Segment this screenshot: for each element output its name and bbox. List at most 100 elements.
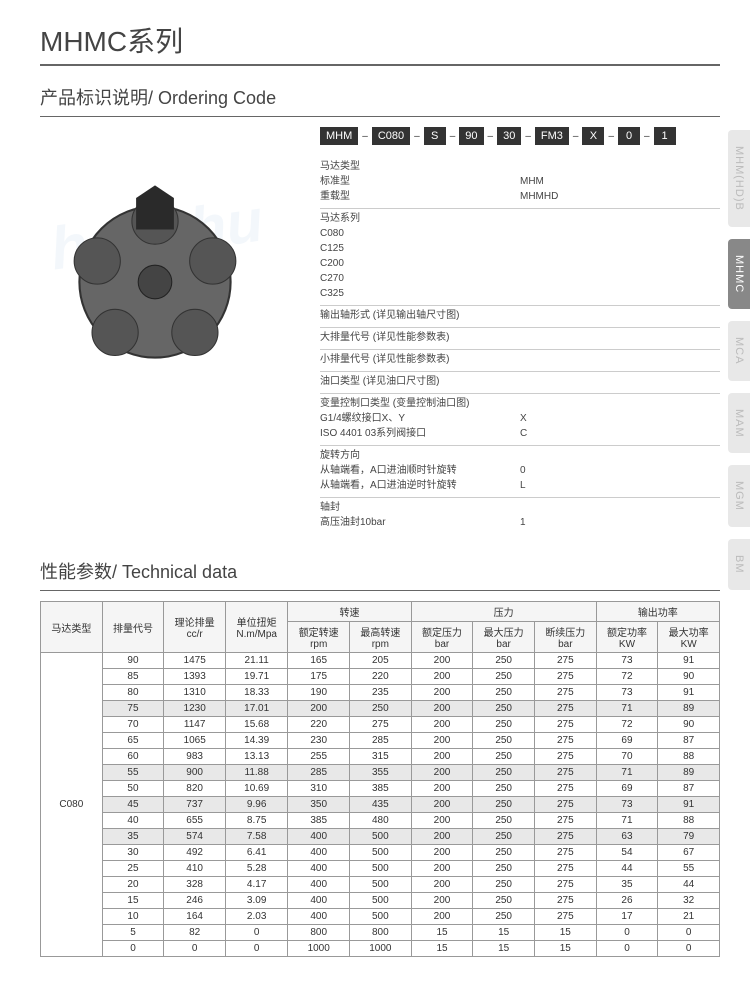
table-cell: 200 (411, 653, 473, 669)
table-cell: 0 (102, 941, 164, 957)
code-box-2: S (424, 127, 446, 145)
table-cell: 500 (350, 861, 412, 877)
table-cell: 385 (288, 813, 350, 829)
code-desc-title: 马达系列 (320, 211, 720, 226)
table-cell: 90 (658, 717, 720, 733)
code-desc-row: 重载型MHMHD (320, 189, 720, 204)
table-cell: 200 (411, 877, 473, 893)
table-cell: 73 (596, 797, 658, 813)
table-cell: 70 (102, 717, 164, 733)
table-cell: 275 (534, 733, 596, 749)
table-cell: 8.75 (225, 813, 287, 829)
table-subheader: 最高转速rpm (350, 622, 412, 653)
table-row: 6098313.132553152002502757088 (41, 749, 720, 765)
table-cell: 200 (411, 845, 473, 861)
table-cell: 20 (102, 877, 164, 893)
code-desc-title: 大排量代号 (详见性能参数表) (320, 330, 720, 345)
table-cell: 21.11 (225, 653, 287, 669)
table-header: 单位扭矩N.m/Mpa (225, 602, 287, 653)
side-tab-mca[interactable]: MCA (728, 321, 750, 380)
table-subheader: 断续压力bar (534, 622, 596, 653)
table-cell: 200 (411, 733, 473, 749)
side-tab-bm[interactable]: BM (728, 539, 750, 590)
code-desc-row: C080 (320, 226, 720, 241)
table-cell: 800 (350, 925, 412, 941)
table-cell: 205 (350, 653, 412, 669)
table-row: 355747.584005002002502756379 (41, 829, 720, 845)
code-desc-title: 变量控制口类型 (变量控制油口图) (320, 396, 720, 411)
table-cell: 1310 (164, 685, 226, 701)
table-cell: 574 (164, 829, 226, 845)
tech-title-en: Technical data (122, 562, 237, 582)
code-desc-row: 从轴端看，A口进油顺时针旋转0 (320, 463, 720, 478)
code-desc-label: C270 (320, 271, 520, 286)
code-box-4: 30 (497, 127, 521, 145)
table-cell: 275 (534, 813, 596, 829)
table-cell: 250 (473, 797, 535, 813)
table-cell: 15.68 (225, 717, 287, 733)
table-cell: 32 (658, 893, 720, 909)
ordering-title-zh: 产品标识说明 (40, 88, 148, 108)
code-desc-label: C325 (320, 286, 520, 301)
table-cell: 400 (288, 829, 350, 845)
code-desc-block: 轴封高压油封10bar1 (320, 497, 720, 530)
table-cell: 10.69 (225, 781, 287, 797)
code-dash: – (450, 131, 456, 142)
table-cell: 255 (288, 749, 350, 765)
code-desc-block: 油口类型 (详见油口尺寸图) (320, 371, 720, 389)
side-tab-mhm(hd)b[interactable]: MHM(HD)B (728, 130, 750, 227)
table-cell: 65 (102, 733, 164, 749)
table-row: 203284.174005002002502753544 (41, 877, 720, 893)
side-tab-mam[interactable]: MAM (728, 393, 750, 454)
code-desc-title: 马达类型 (320, 159, 720, 174)
table-cell: 220 (350, 669, 412, 685)
table-cell: 88 (658, 813, 720, 829)
code-box-5: FM3 (535, 127, 569, 145)
code-desc-value: MHMHD (520, 189, 558, 204)
code-desc-title: 小排量代号 (详见性能参数表) (320, 352, 720, 367)
table-row: C08090147521.111652052002502757391 (41, 653, 720, 669)
table-cell: 69 (596, 781, 658, 797)
table-row: 75123017.012002502002502757189 (41, 701, 720, 717)
table-cell: 1475 (164, 653, 226, 669)
table-cell: 10 (102, 909, 164, 925)
table-header: 理论排量cc/r (164, 602, 226, 653)
table-cell: 0 (164, 941, 226, 957)
table-cell: 275 (534, 701, 596, 717)
table-cell: 400 (288, 845, 350, 861)
table-cell: 500 (350, 909, 412, 925)
table-cell: 500 (350, 893, 412, 909)
table-cell: 250 (473, 701, 535, 717)
code-desc-row: 标准型MHM (320, 174, 720, 189)
table-cell: 275 (534, 717, 596, 733)
table-cell: 275 (534, 653, 596, 669)
table-row: 152463.094005002002502752632 (41, 893, 720, 909)
table-cell: 90 (102, 653, 164, 669)
code-box-0: MHM (320, 127, 358, 145)
section-title-ordering: 产品标识说明/ Ordering Code (40, 84, 720, 110)
table-cell: 45 (102, 797, 164, 813)
side-tab-mgm[interactable]: MGM (728, 465, 750, 527)
table-cell: 250 (350, 701, 412, 717)
table-row: 80131018.331902352002502757391 (41, 685, 720, 701)
table-cell: 60 (102, 749, 164, 765)
table-cell: 30 (102, 845, 164, 861)
table-subheader: 额定转速rpm (288, 622, 350, 653)
table-cell: 71 (596, 701, 658, 717)
table-cell: 9.96 (225, 797, 287, 813)
table-cell: 500 (350, 829, 412, 845)
table-cell: 400 (288, 909, 350, 925)
side-tab-mhmc[interactable]: MHMC (728, 239, 750, 309)
code-dash: – (488, 131, 494, 142)
table-cell: 250 (473, 845, 535, 861)
code-desc-title: 油口类型 (详见油口尺寸图) (320, 374, 720, 389)
table-cell: 71 (596, 765, 658, 781)
code-desc-label: C200 (320, 256, 520, 271)
code-desc-label: 重载型 (320, 189, 520, 204)
table-header: 转速 (288, 602, 411, 622)
table-cell: 1230 (164, 701, 226, 717)
table-cell: 200 (411, 861, 473, 877)
divider (40, 116, 720, 117)
table-cell: 200 (411, 781, 473, 797)
table-cell: 737 (164, 797, 226, 813)
